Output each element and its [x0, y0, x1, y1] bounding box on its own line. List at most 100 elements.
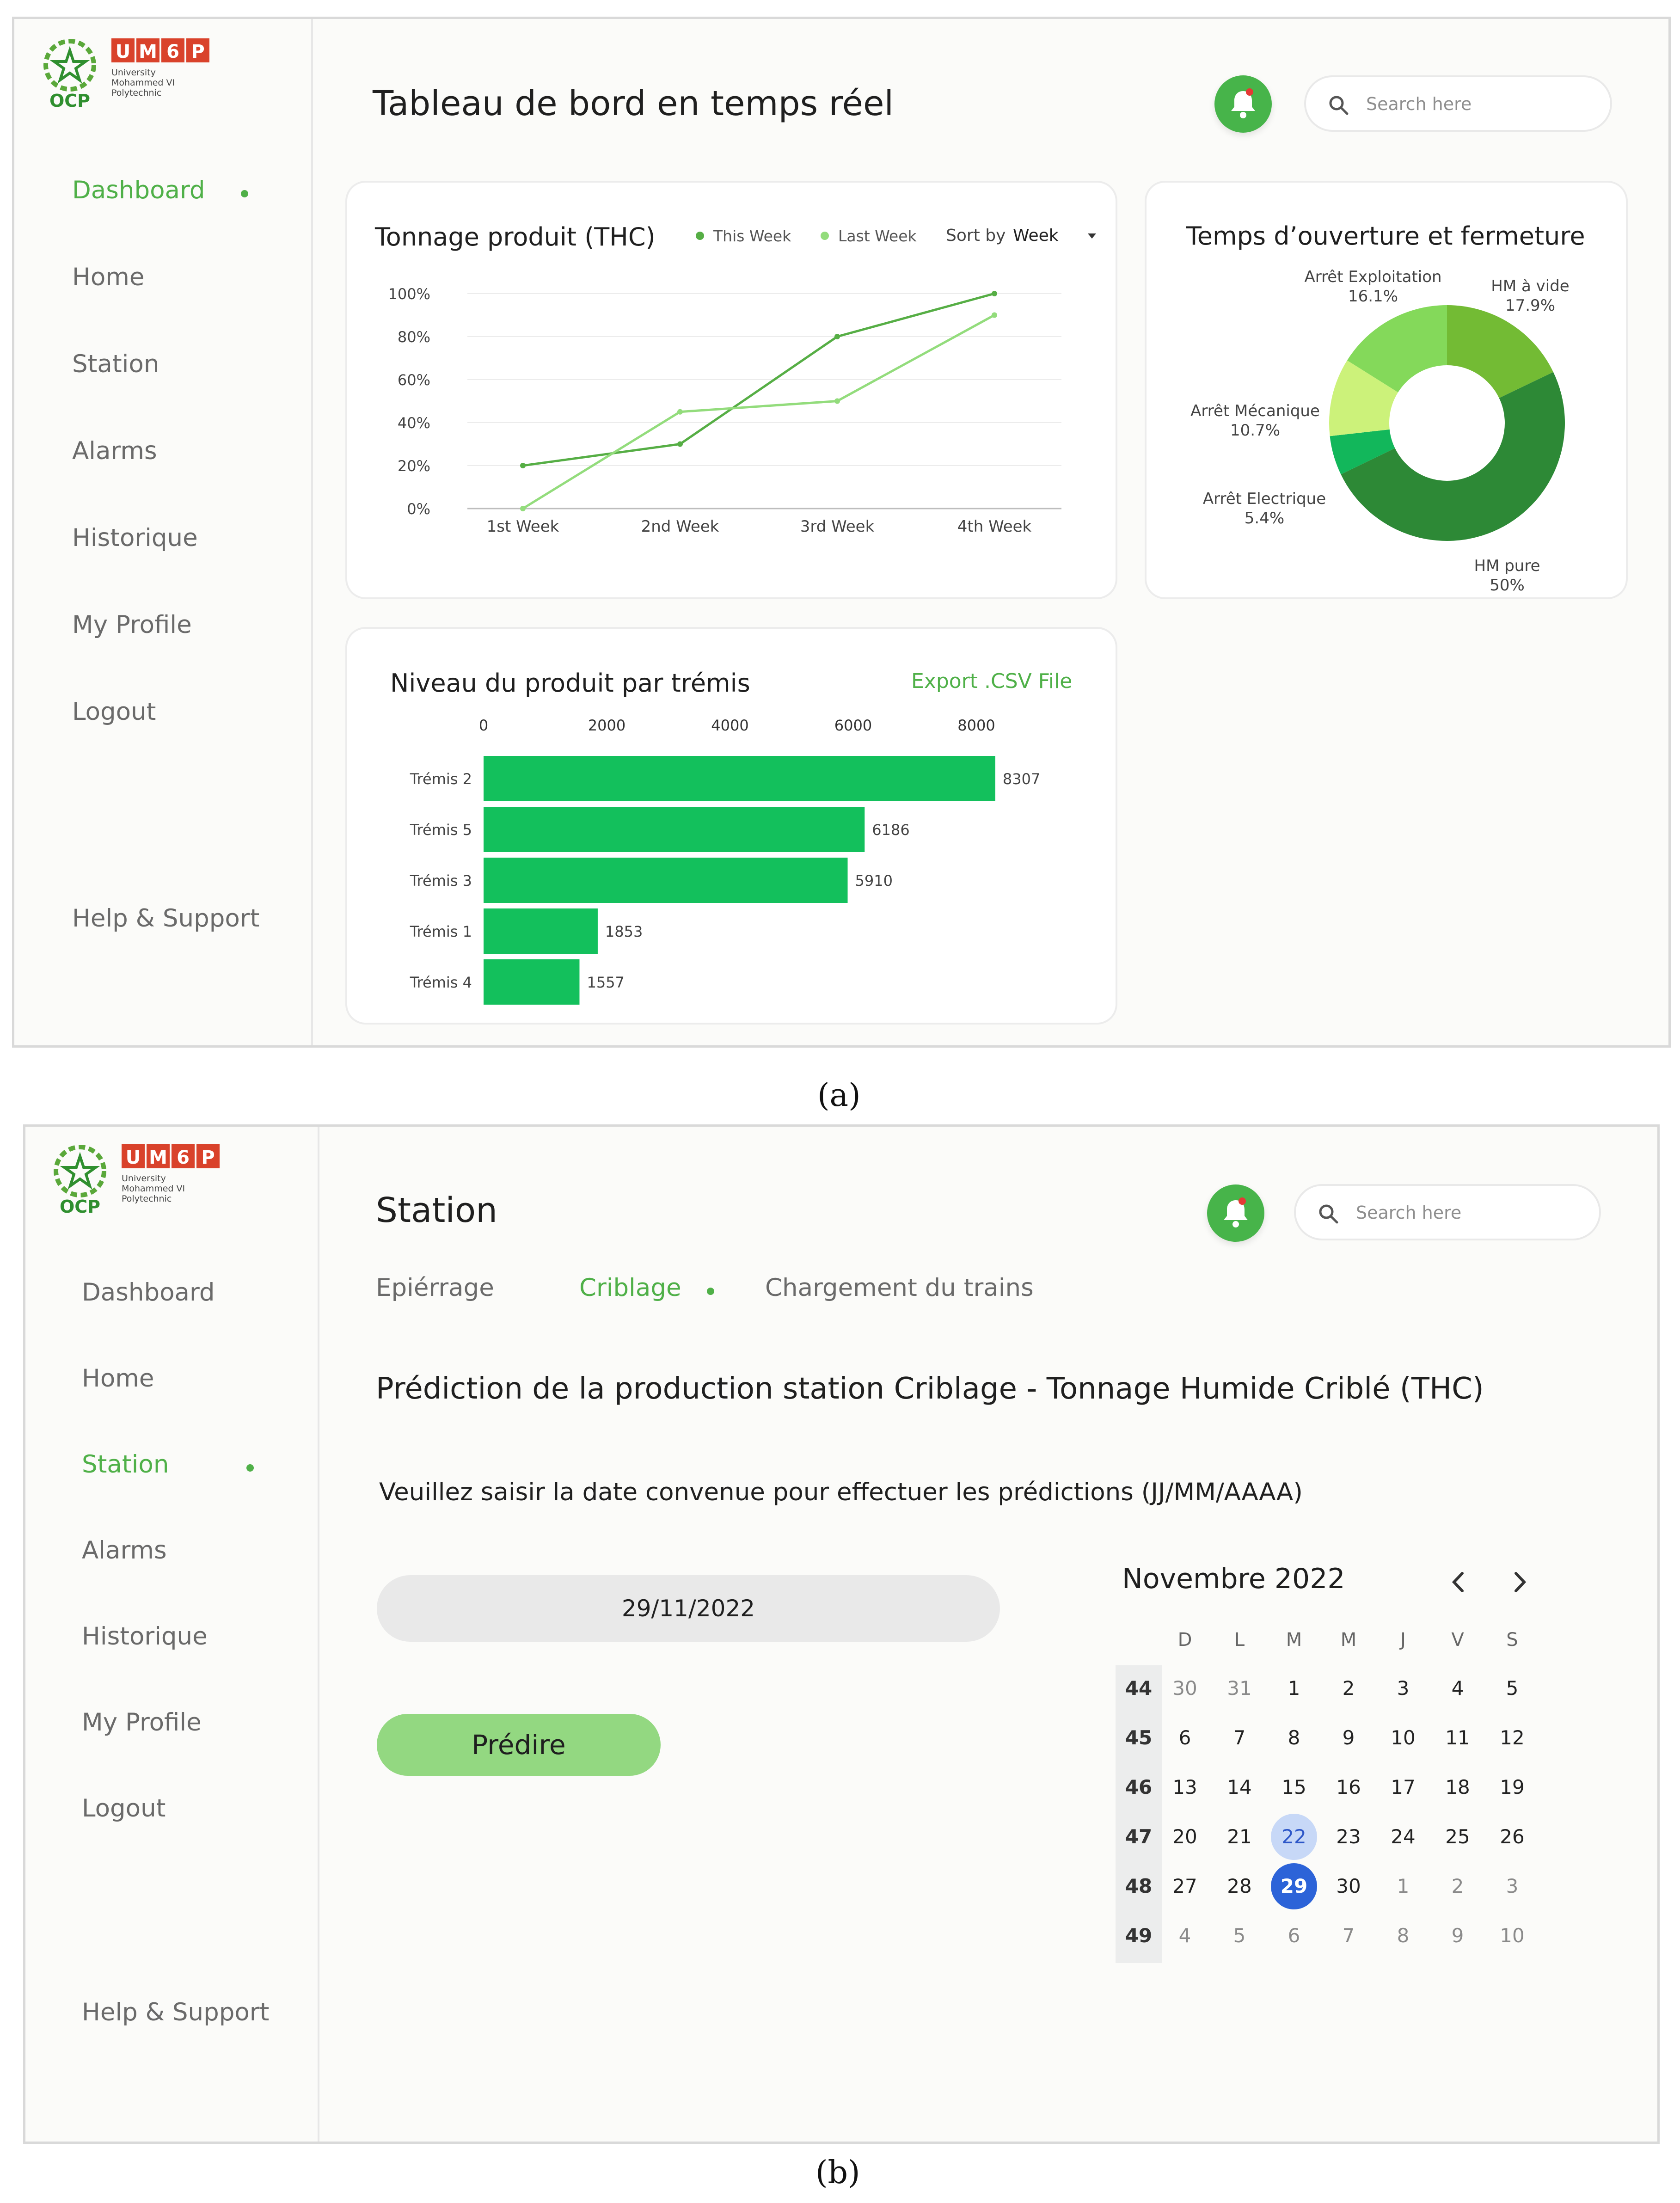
calendar-day[interactable]: 7 [1233, 1726, 1246, 1749]
y-tick-label: 20% [398, 457, 430, 475]
nav-historique[interactable]: Historique [72, 524, 198, 552]
calendar-day[interactable]: 28 [1227, 1875, 1252, 1897]
search-bar[interactable]: Search here [1294, 1184, 1601, 1240]
calendar-day[interactable]: 30 [1336, 1875, 1361, 1897]
calendar-day[interactable]: 22 [1271, 1814, 1317, 1860]
calendar-day[interactable]: 7 [1342, 1924, 1355, 1947]
chevron-down-icon[interactable] [1087, 233, 1097, 240]
data-point [834, 398, 840, 404]
nav-my-profile[interactable]: My Profile [82, 1708, 202, 1737]
data-point [520, 506, 526, 511]
tab-epierrage[interactable]: Epiérrage [376, 1274, 494, 1302]
nav-dashboard[interactable]: Dashboard [82, 1278, 215, 1307]
bar-value-label: 5910 [855, 872, 893, 890]
calendar-day[interactable]: 30 [1172, 1677, 1197, 1700]
donut-slice [1329, 360, 1398, 436]
calendar-day[interactable]: 13 [1172, 1776, 1197, 1798]
nav-station[interactable]: Station [82, 1450, 169, 1479]
notification-button[interactable] [1214, 75, 1272, 133]
calendar-day[interactable]: 10 [1391, 1726, 1416, 1749]
x-tick-label: 6000 [834, 717, 872, 734]
legend-last-week-dot [821, 232, 829, 240]
nav-help-support[interactable]: Help & Support [82, 1998, 270, 2026]
dashboard-screen: OCP U M 6 P University Mohammed VI Polytechnic … [12, 17, 1671, 1048]
nav-logout[interactable]: Logout [82, 1794, 166, 1823]
calendar-day[interactable]: 8 [1397, 1924, 1410, 1947]
nav-alarms[interactable]: Alarms [72, 437, 157, 465]
export-csv-link[interactable]: Export .CSV File [911, 669, 1073, 693]
nav-home[interactable]: Home [72, 263, 145, 291]
nav-historique[interactable]: Historique [82, 1622, 208, 1651]
calendar-day[interactable]: 23 [1336, 1825, 1361, 1848]
calendar-day[interactable]: 5 [1506, 1677, 1519, 1700]
calendar-day[interactable]: 9 [1451, 1924, 1464, 1947]
um6p-university-text: Polytechnic [111, 88, 161, 98]
calendar-weekday: M [1340, 1629, 1357, 1651]
sidebar: OCP U M 6 P University Mohammed VI Polytechnic … [25, 1127, 319, 2142]
x-tick-label: 2nd Week [641, 517, 719, 536]
calendar-day[interactable]: 1 [1288, 1677, 1300, 1700]
calendar-day[interactable]: 3 [1397, 1677, 1410, 1700]
calendar-day[interactable]: 1 [1397, 1875, 1410, 1897]
calendar-day[interactable]: 17 [1391, 1776, 1416, 1798]
date-input[interactable]: 29/11/2022 [377, 1575, 1000, 1642]
nav-alarms[interactable]: Alarms [82, 1536, 167, 1565]
calendar-day[interactable]: 19 [1500, 1776, 1525, 1798]
um6p-letter-box: P [196, 1144, 220, 1168]
search-input[interactable]: Search here [1366, 94, 1472, 114]
data-point [992, 312, 997, 318]
calendar-day[interactable]: 4 [1451, 1677, 1464, 1700]
sort-by-dropdown[interactable]: Week [1013, 226, 1059, 245]
nav-help-support[interactable]: Help & Support [72, 904, 260, 933]
calendar-day[interactable]: 26 [1500, 1825, 1525, 1848]
calendar-day[interactable]: 21 [1227, 1825, 1252, 1848]
calendar-day[interactable]: 12 [1500, 1726, 1525, 1749]
nav-station[interactable]: Station [72, 350, 159, 378]
notification-button[interactable] [1207, 1184, 1264, 1242]
calendar-day[interactable]: 20 [1172, 1825, 1197, 1848]
line-chart-card: Tonnage produit (THC) This Week Last Wee… [345, 181, 1117, 599]
logo: OCP U M 6 P University Mohammed VI Polytechnic [52, 1139, 246, 1217]
calendar-day[interactable]: 16 [1336, 1776, 1361, 1798]
calendar-day[interactable]: 2 [1342, 1677, 1355, 1700]
search-bar[interactable]: Search here [1304, 75, 1612, 132]
calendar-day[interactable]: 3 [1506, 1875, 1519, 1897]
calendar-day[interactable]: 10 [1500, 1924, 1525, 1947]
data-point [834, 334, 840, 339]
calendar-day[interactable]: 25 [1445, 1825, 1470, 1848]
svg-text:6: 6 [166, 41, 179, 62]
nav-logout[interactable]: Logout [72, 698, 156, 726]
calendar-day[interactable]: 31 [1227, 1677, 1252, 1700]
tab-chargement-trains[interactable]: Chargement du trains [765, 1274, 1034, 1302]
sidebar: OCP U M 6 P University Mohammed VI Polytechnic … [14, 19, 313, 1045]
calendar-day[interactable]: 27 [1172, 1875, 1197, 1897]
calendar-day[interactable]: 5 [1233, 1924, 1246, 1947]
legend-this-week-dot [696, 232, 704, 240]
search-input[interactable]: Search here [1356, 1203, 1462, 1223]
calendar-day[interactable]: 9 [1342, 1726, 1355, 1749]
calendar-day[interactable]: 14 [1227, 1776, 1252, 1798]
calendar-day[interactable]: 15 [1281, 1776, 1306, 1798]
calendar-day[interactable]: 8 [1288, 1726, 1300, 1749]
calendar-day[interactable]: 11 [1445, 1726, 1470, 1749]
y-tick-label: 40% [398, 414, 430, 432]
nav-my-profile[interactable]: My Profile [72, 611, 192, 639]
slice-label: HM à vide [1491, 277, 1569, 295]
chevron-right-icon[interactable] [1510, 1571, 1529, 1594]
chevron-left-icon[interactable] [1449, 1571, 1468, 1594]
calendar-day[interactable]: 2 [1451, 1875, 1464, 1897]
nav-home[interactable]: Home [82, 1364, 154, 1393]
calendar-day[interactable]: 6 [1288, 1924, 1300, 1947]
search-icon [1329, 96, 1349, 115]
calendar-day[interactable]: 18 [1445, 1776, 1470, 1798]
predict-button[interactable]: Prédire [377, 1714, 661, 1776]
tab-criblage[interactable]: Criblage [579, 1274, 681, 1302]
page-title: Tableau de bord en temps réel [373, 84, 894, 123]
calendar-day[interactable]: 4 [1178, 1924, 1191, 1947]
calendar-day[interactable]: 29 [1271, 1863, 1317, 1909]
calendar-day[interactable]: 6 [1178, 1726, 1191, 1749]
nav-dashboard[interactable]: Dashboard [72, 176, 205, 204]
calendar-day[interactable]: 24 [1391, 1825, 1416, 1848]
